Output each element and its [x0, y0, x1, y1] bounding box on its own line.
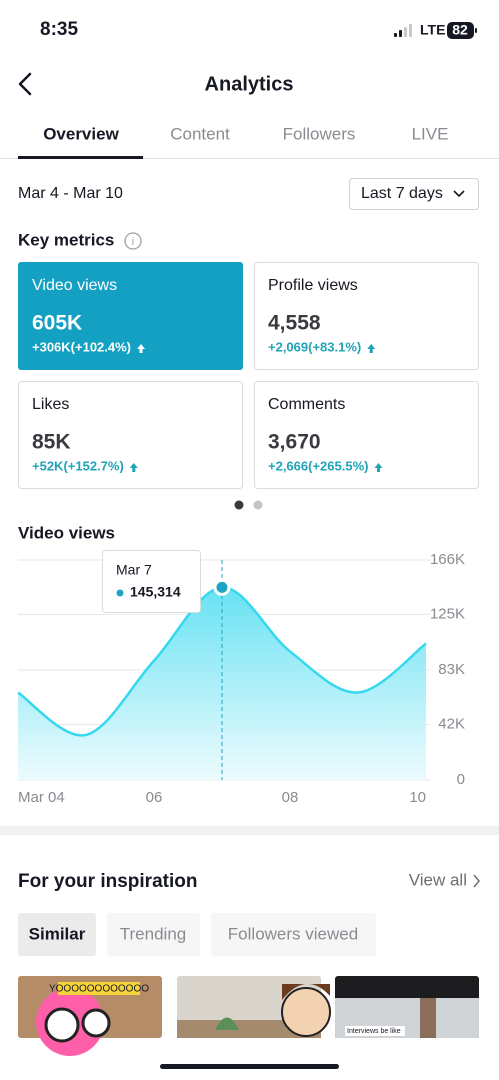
metric-card[interactable]	[254, 262, 479, 370]
area	[18, 587, 426, 780]
x-tick-label: 10	[409, 789, 426, 806]
x-tick-label: Mar 04	[18, 789, 65, 806]
chip-label: Trending	[120, 924, 186, 943]
metric-value: 4,558	[268, 312, 321, 335]
network-label: LTE	[420, 22, 445, 38]
x-tick-label: 08	[282, 789, 299, 806]
metric-label: Comments	[268, 396, 345, 413]
trend-up-icon	[129, 463, 138, 472]
battery-tip	[475, 28, 477, 33]
thumbnail[interactable]	[335, 976, 479, 1038]
chip-label: Similar	[29, 924, 86, 943]
y-tick-label: 42K	[438, 715, 465, 732]
section-title: For your inspiration	[18, 871, 197, 892]
dropdown-icon	[453, 190, 465, 198]
tooltip-title: Mar 7	[116, 562, 152, 578]
thumbnail[interactable]	[18, 976, 162, 1056]
page-dot	[253, 500, 263, 510]
tooltip-dot	[116, 589, 124, 597]
tooltip	[102, 550, 201, 613]
metric-card[interactable]	[18, 262, 243, 370]
page-title: Analytics	[205, 73, 294, 95]
status-time: 8:35	[40, 19, 78, 40]
battery-level: 82	[452, 22, 468, 38]
metric-label: Video views	[32, 277, 117, 294]
metric-card[interactable]	[254, 381, 479, 489]
section-separator	[0, 826, 499, 835]
metric-change: +2,069(+83.1%)	[268, 339, 361, 354]
range-selector-label: Last 7 days	[361, 185, 443, 202]
tooltip-value: 145,314	[130, 584, 181, 600]
metric-change: +306K(+102.4%)	[32, 339, 131, 354]
trend-up-icon	[367, 344, 376, 353]
hover-point	[213, 578, 231, 596]
metric-label: Profile views	[268, 277, 358, 294]
battery	[447, 22, 474, 39]
y-tick-label: 0	[457, 771, 465, 788]
info-icon[interactable]	[124, 232, 142, 250]
info-icon-glyph: i	[132, 236, 134, 248]
metric-label: Likes	[32, 396, 69, 413]
metric-card[interactable]	[18, 381, 243, 489]
trend-up-icon	[137, 344, 146, 353]
thumbnail[interactable]	[177, 976, 331, 1038]
metric-value: 605K	[32, 312, 82, 335]
page-dot	[234, 500, 244, 510]
chip[interactable]	[107, 913, 200, 956]
metric-value: 3,670	[268, 431, 321, 454]
signal-icon	[394, 24, 412, 37]
chart-title: Video views	[18, 523, 115, 542]
back-button[interactable]	[18, 72, 32, 96]
view-all[interactable]: View all	[409, 870, 467, 889]
x-tick-label: 06	[146, 789, 163, 806]
trend-up-icon	[374, 463, 383, 472]
date-range: Mar 4 - Mar 10	[18, 185, 123, 202]
thumbnail-caption: Interviews be like	[347, 1028, 401, 1035]
section-title: Key metrics	[18, 230, 114, 249]
tab-indicator	[18, 156, 143, 159]
range-selector[interactable]	[349, 178, 479, 210]
chevron	[473, 874, 480, 888]
y-tick-label: 125K	[430, 605, 465, 622]
chip-label: Followers viewed	[228, 924, 358, 943]
y-tick-label: 83K	[438, 661, 465, 678]
metric-change: +52K(+152.7%)	[32, 458, 124, 473]
y-tick-label: 166K	[430, 551, 465, 568]
tab[interactable]: Followers	[283, 124, 356, 143]
thumbnail-caption: YOOOOOOOOOOOO	[49, 984, 149, 995]
chip[interactable]	[211, 913, 376, 956]
metric-change: +2,666(+265.5%)	[268, 458, 368, 473]
metric-value: 85K	[32, 431, 71, 454]
tab[interactable]: LIVE	[412, 124, 449, 143]
tab[interactable]: Content	[170, 124, 230, 143]
tab-divider	[0, 158, 499, 159]
tab[interactable]: Overview	[43, 124, 119, 143]
home-indicator	[160, 1064, 339, 1069]
chip[interactable]	[18, 913, 96, 956]
